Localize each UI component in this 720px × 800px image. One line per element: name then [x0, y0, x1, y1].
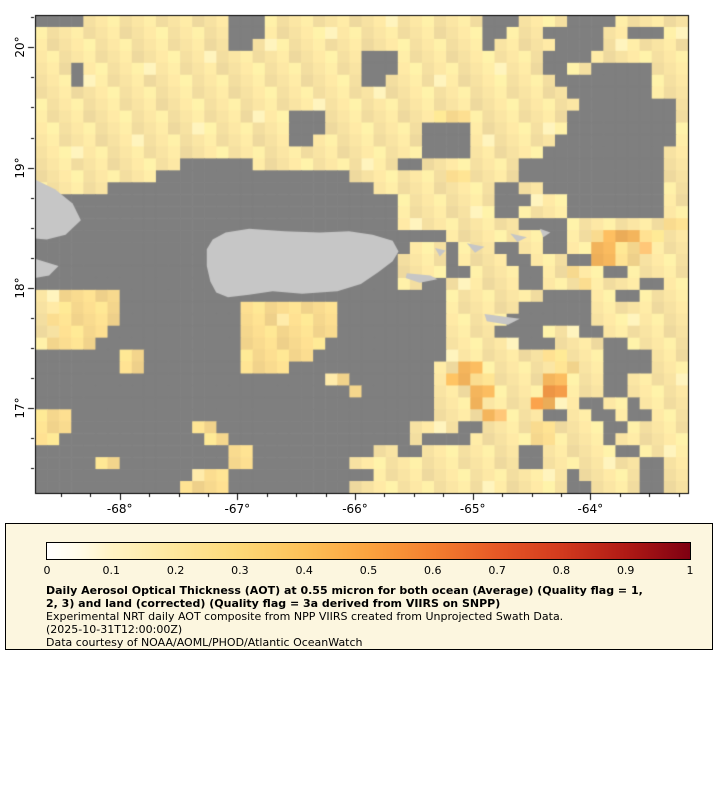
- lat-tick-label: 19°: [13, 156, 27, 179]
- colorbar-tick-label: 0.4: [295, 564, 313, 577]
- lat-tick-label: 20°: [13, 36, 27, 59]
- lon-tick-label: -65°: [459, 502, 486, 516]
- colorbar-tick-label: 0.7: [488, 564, 506, 577]
- colorbar-tick-label: 0.2: [166, 564, 185, 577]
- colorbar-tick-label: 0.8: [552, 564, 571, 577]
- colorbar-tick-label: 0.9: [616, 564, 635, 577]
- caption-line-4: (2025-10-31T12:00:00Z): [46, 623, 183, 636]
- legend-caption: Daily Aerosol Optical Thickness (AOT) at…: [46, 584, 643, 649]
- lat-tick-label: 17°: [13, 397, 27, 419]
- lon-tick-label: -66°: [342, 502, 368, 516]
- lon-tick-label: -67°: [224, 502, 251, 516]
- colorbar-tick-label: 0.5: [359, 564, 378, 577]
- colorbar-tick-label: 1: [686, 564, 694, 577]
- colorbar-tick-label: 0.3: [231, 564, 249, 577]
- colorbar: [46, 542, 691, 560]
- legend-panel: 0 0.1 0.2 0.3 0.4 0.5 0.6 0.7 0.8 0.9 1 Daily Aero…: [5, 523, 713, 650]
- colorbar-tick-label: 0.1: [102, 564, 121, 577]
- colorbar-ticks: 0 0.1 0.2 0.3 0.4 0.5 0.6 0.7 0.8 0.9 1: [43, 564, 694, 577]
- colorbar-tick-label: 0.6: [424, 564, 442, 577]
- lon-tick-label: -68°: [106, 502, 133, 516]
- colorbar-tick-label: 0: [43, 564, 51, 577]
- lon-tick-label: -64°: [577, 502, 604, 516]
- lat-tick-label: 18°: [13, 276, 27, 299]
- caption-line-3: Experimental NRT daily AOT composite fro…: [46, 610, 564, 623]
- caption-line-5: Data courtesy of NOAA/AOML/PHOD/Atlantic…: [46, 636, 363, 649]
- map-area: -68° -67° -66° -65° -64° 20° 19° 18° 17°: [0, 0, 720, 520]
- aot-raster-map: [0, 0, 720, 520]
- caption-line-1: Daily Aerosol Optical Thickness (AOT) at…: [46, 584, 643, 597]
- caption-line-2: 2, 3) and land (corrected) (Quality flag…: [46, 597, 501, 610]
